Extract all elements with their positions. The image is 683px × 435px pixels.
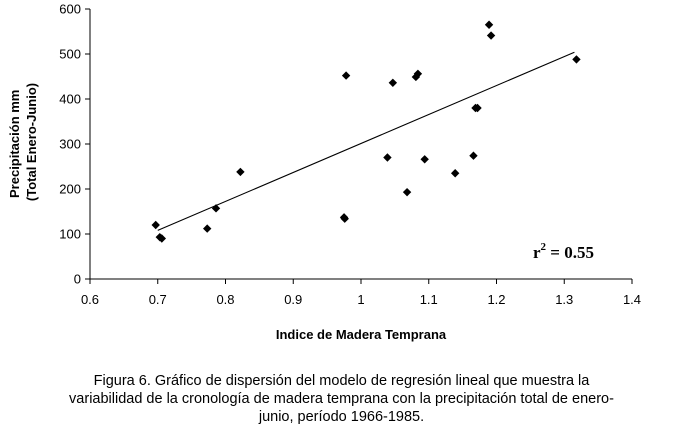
x-tick-label: 1 bbox=[357, 292, 364, 307]
y-tick-label: 200 bbox=[59, 182, 81, 197]
x-tick-label: 0.7 bbox=[149, 292, 167, 307]
r-squared-exponent: 2 bbox=[541, 241, 547, 253]
data-point bbox=[236, 167, 245, 177]
y-tick-label: 500 bbox=[59, 47, 81, 62]
y-axis-title-line-1: Precipitación mm bbox=[7, 90, 22, 198]
caption-line-2: variabilidad de la cronología de madera … bbox=[69, 391, 614, 407]
data-point bbox=[469, 151, 478, 160]
x-tick-label: 1.3 bbox=[555, 292, 573, 307]
data-point bbox=[420, 155, 429, 164]
r-squared-value: = 0.55 bbox=[546, 243, 594, 262]
data-point bbox=[450, 169, 460, 178]
data-point bbox=[486, 31, 496, 40]
tick-labels: 0 100 200 300 400 500 600 0.6 0.7 0.8 0.9 1 1.1 1.2 1.… bbox=[59, 2, 641, 308]
figure-caption: Figura 6. Gráfico de dispersión del mode… bbox=[0, 372, 683, 426]
data-point bbox=[203, 224, 212, 233]
data-point bbox=[388, 78, 398, 87]
y-axis-title: Precipitación mm (Total Enero-Junio) bbox=[7, 83, 39, 201]
data-point bbox=[151, 220, 160, 230]
data-point bbox=[572, 55, 581, 64]
data-points bbox=[151, 20, 581, 243]
caption-line-3: junio, período 1966-1985. bbox=[258, 409, 425, 425]
y-tick-label: 400 bbox=[59, 92, 81, 107]
r-squared-annotation: r2 = 0.55 bbox=[533, 241, 594, 262]
trendline-group bbox=[157, 51, 575, 231]
chart-axes bbox=[85, 8, 633, 284]
y-axis-title-line-2: (Total Enero-Junio) bbox=[24, 83, 39, 201]
regression-line bbox=[157, 51, 575, 231]
data-point bbox=[211, 204, 221, 213]
x-tick-label: 1.1 bbox=[420, 292, 438, 307]
caption-line-1: Figura 6. Gráfico de dispersión del mode… bbox=[93, 373, 590, 389]
r-squared-base: r bbox=[533, 243, 541, 262]
data-point bbox=[413, 69, 423, 78]
x-axis-title: Indice de Madera Temprana bbox=[276, 327, 447, 342]
y-tick-label: 300 bbox=[59, 137, 81, 152]
y-tick-label: 600 bbox=[59, 2, 81, 17]
scatter-chart: 0 100 200 300 400 500 600 0.6 0.7 0.8 0.9 1 1.1 1.2 1.… bbox=[7, 2, 641, 343]
data-point bbox=[340, 214, 349, 223]
data-point bbox=[484, 20, 494, 29]
data-point bbox=[383, 153, 392, 162]
x-tick-label: 1.4 bbox=[623, 292, 641, 307]
y-tick-label: 100 bbox=[59, 227, 81, 242]
data-point bbox=[157, 234, 167, 243]
data-point bbox=[402, 187, 412, 197]
data-point bbox=[473, 103, 482, 113]
y-tick-label: 0 bbox=[74, 272, 81, 287]
x-tick-label: 0.8 bbox=[216, 292, 234, 307]
x-tick-label: 0.6 bbox=[81, 292, 99, 307]
data-point bbox=[341, 71, 351, 80]
x-tick-label: 0.9 bbox=[284, 292, 302, 307]
x-tick-label: 1.2 bbox=[487, 292, 505, 307]
